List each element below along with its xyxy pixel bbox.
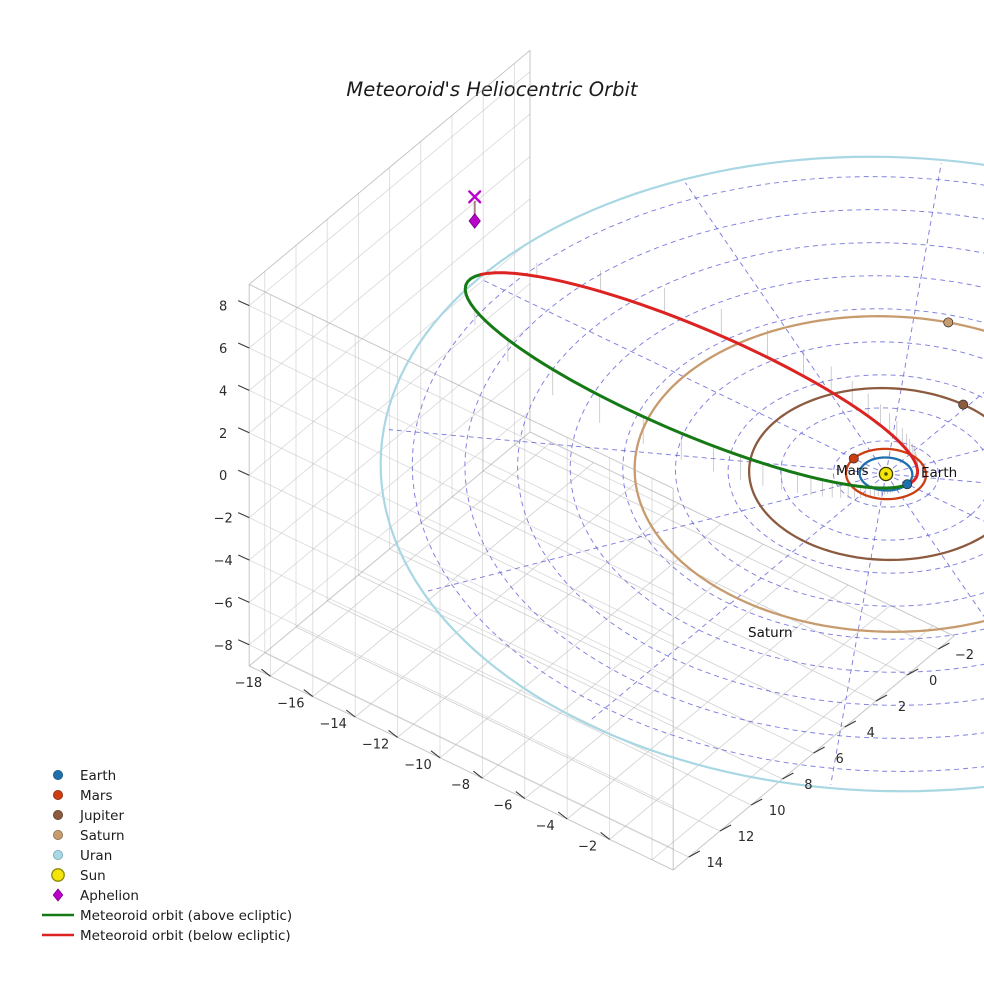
axis-tick-label: −12 [362, 737, 389, 752]
axis-tick-label: −10 [404, 758, 431, 773]
axis-ticks: −18 −16 −14 −12 −10 −8 −6 −4 −2 −2 0 2 4 6 8 10 12 14 8 6 4 2… [214, 300, 974, 871]
axis-tick-label: −2 [214, 512, 233, 527]
legend-label[interactable]: Sun [80, 868, 106, 884]
legend-label[interactable]: Uran [80, 848, 112, 864]
legend-marker-uran [53, 850, 64, 861]
planet-orbit-jupiter [747, 386, 984, 562]
body-label: Saturn [748, 625, 793, 641]
legend-label[interactable]: Earth [80, 768, 116, 784]
axis-tick-label: −4 [536, 819, 555, 834]
axis-tick-label: −6 [214, 596, 233, 611]
legend-label[interactable]: Aphelion [80, 888, 139, 904]
legend-marker-earth [53, 770, 64, 781]
meteoroid-orbit-curve [463, 271, 920, 490]
axis-tick-label: 2 [219, 427, 227, 442]
legend-marker-mars [53, 790, 64, 801]
body-markers [468, 190, 969, 490]
legend-label[interactable]: Meteoroid orbit (above ecliptic) [80, 908, 292, 924]
axis-tick-label: −2 [955, 648, 974, 663]
axis-tick-label: 0 [929, 674, 937, 689]
body-label: Mars [836, 463, 869, 479]
legend-marker-aphelion [52, 888, 64, 902]
axis-tick-label: 8 [219, 300, 227, 315]
marker-jupiter [958, 399, 969, 410]
axis-tick-label: −16 [277, 697, 304, 712]
marker-earth [902, 479, 913, 490]
axis-tick-label: −6 [493, 799, 512, 814]
axis-tick-label: −18 [235, 676, 262, 691]
axis-tick-label: 0 [219, 469, 227, 484]
axis-tick-label: 6 [219, 342, 227, 357]
axis-tick-label: 12 [738, 830, 755, 845]
legend-label[interactable]: Meteoroid orbit (below ecliptic) [80, 928, 291, 944]
axis-tick-label: 6 [835, 752, 843, 767]
axis-tick-label: −8 [451, 778, 470, 793]
axis-tick-label: −2 [578, 839, 597, 854]
planet-orbit-uran [379, 155, 984, 793]
legend-label[interactable]: Saturn [80, 828, 125, 844]
axis-tick-label: 14 [707, 856, 724, 871]
axis-tick-label: 8 [804, 778, 812, 793]
aphelion-cross-icon [468, 190, 482, 204]
axis-tick-label: 2 [898, 700, 906, 715]
legend-label[interactable]: Jupiter [79, 808, 124, 824]
axis-tick-label: −8 [214, 639, 233, 654]
axes-panes [248, 50, 955, 871]
axis-tick-label: 4 [219, 384, 227, 399]
marker-saturn [943, 317, 954, 328]
marker-mars [848, 453, 859, 464]
ecliptic-polar-grid [388, 163, 984, 785]
sun-core-dot [884, 472, 888, 476]
legend-label[interactable]: Mars [80, 788, 113, 804]
legend-marker-jupiter [53, 810, 64, 821]
legend-marker-sun [51, 868, 65, 882]
body-labels: Mars Earth Saturn [748, 463, 957, 641]
chart-title: Meteoroid's Heliocentric Orbit [346, 78, 639, 101]
axis-tick-label: 4 [867, 726, 875, 741]
axis-tick-label: −14 [319, 717, 346, 732]
legend-marker-saturn [53, 830, 64, 841]
body-label: Earth [921, 465, 957, 481]
legend[interactable]: Earth Mars Jupiter Saturn Uran Sun Aphelion Met… [42, 768, 292, 944]
axis-tick-label: 10 [769, 804, 786, 819]
planet-orbit-saturn [633, 315, 984, 633]
planet-orbit-earth [858, 456, 914, 492]
marker-aphelion [468, 213, 481, 229]
axis-tick-label: −4 [214, 554, 233, 569]
